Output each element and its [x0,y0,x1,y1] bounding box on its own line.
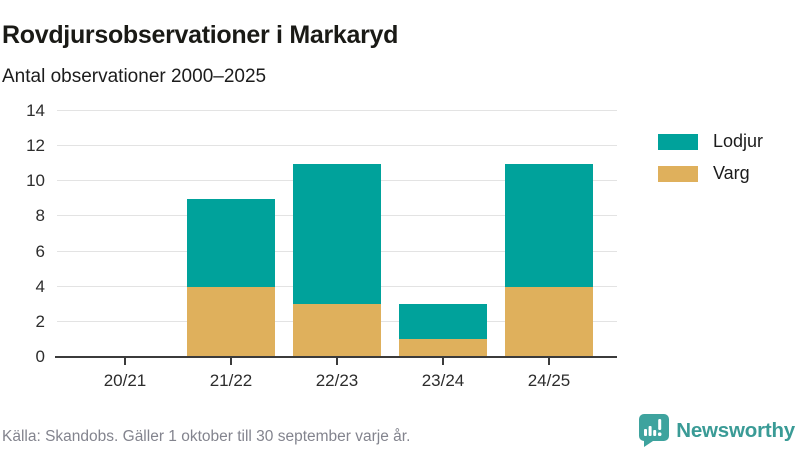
y-tick-label: 6 [35,241,45,261]
legend-label: Lodjur [713,131,764,151]
newsworthy-logo-icon [639,414,670,447]
bar-segment-varg [505,286,593,357]
x-tick-label: 21/22 [209,371,253,390]
bar-segment-varg [399,339,487,357]
y-tick-label: 0 [35,347,45,366]
x-tick-label: 24/25 [527,371,571,390]
plot-area: 20/21 21/22 22/23 23/24 24/25 [55,110,617,390]
legend-item-lodjur: Lodjur [658,131,763,152]
bar-group-22-23 [284,111,390,357]
y-tick-label: 2 [35,311,45,331]
newsworthy-wordmark: Newsworthy [676,418,795,442]
stacked-bar [399,304,487,357]
y-tick-label: 8 [35,206,45,226]
y-tick-label: 12 [26,136,45,156]
bar-group-23-24 [390,111,496,357]
bar-segment-lodjur [187,198,275,287]
x-axis-labels: 20/21 21/22 22/23 23/24 24/25 [57,371,617,391]
legend-label: Varg [713,163,750,183]
stacked-bar [505,163,593,357]
legend-swatch [658,165,698,182]
bar-segment-lodjur [399,304,487,340]
y-tick-label: 14 [26,101,45,120]
bar-segment-lodjur [505,163,593,287]
x-tick [72,358,178,365]
page-title: Rovdjursobservationer i Markaryd [2,20,399,49]
source-note: Källa: Skandobs. Gäller 1 oktober till 3… [2,428,411,445]
x-tick-label: 20/21 [103,371,147,390]
x-axis-line [55,356,617,358]
gridline [57,145,617,147]
bar-group-24-25 [496,111,602,357]
chart-subtitle: Antal observationer 2000–2025 [2,66,267,87]
newsworthy-brand[interactable]: Newsworthy [639,414,795,447]
x-tick-label: 23/24 [421,371,465,390]
x-tick [496,358,602,365]
bar-segment-lodjur [293,163,381,305]
x-axis-ticks [57,358,617,365]
y-tick-label: 10 [26,171,45,191]
bar-group-20-21 [72,111,178,357]
legend: Lodjur Varg [658,131,763,184]
x-tick [284,358,390,365]
x-tick [390,358,496,365]
x-tick-label: 22/23 [315,371,359,390]
bar-group-21-22 [178,111,284,357]
bar-segment-varg [187,286,275,357]
bar-segment-varg [293,304,381,357]
bar-bands [57,111,617,357]
legend-item-varg: Varg [658,163,763,184]
y-axis: 0 2 4 6 8 10 12 14 [0,101,45,366]
legend-swatch [658,133,698,150]
stacked-bar [187,198,275,357]
stacked-bar [293,163,381,357]
y-tick-label: 4 [35,276,45,296]
gridline [57,110,617,111]
x-tick [178,358,284,365]
